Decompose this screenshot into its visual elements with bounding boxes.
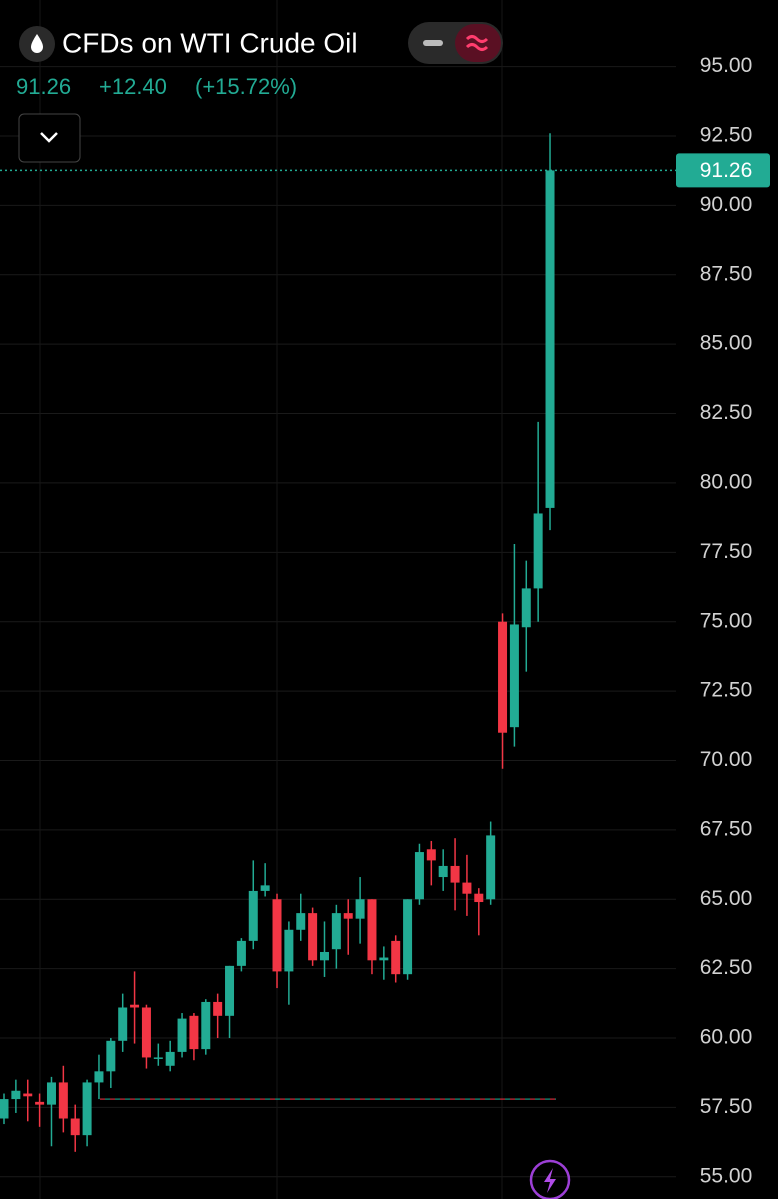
candle-body xyxy=(391,940,401,975)
candle-body xyxy=(509,624,519,728)
candle-body xyxy=(284,929,294,972)
y-tick-label: 85.00 xyxy=(700,332,753,355)
change-percent: (+15.72%) xyxy=(195,74,297,99)
candle-body xyxy=(23,1093,33,1097)
y-tick-label: 62.50 xyxy=(700,956,753,979)
lightning-button[interactable] xyxy=(529,1159,571,1199)
candle-body xyxy=(58,1082,68,1119)
candle-body xyxy=(165,1051,175,1066)
approx-icon xyxy=(465,35,489,51)
candle-body xyxy=(319,951,329,961)
candle-body xyxy=(533,513,543,589)
candle-body xyxy=(35,1101,45,1105)
candle-body xyxy=(355,899,365,919)
candle-body xyxy=(189,1015,199,1050)
y-tick-label: 65.00 xyxy=(700,887,753,910)
y-tick-label: 55.00 xyxy=(700,1164,753,1187)
y-tick-label: 72.50 xyxy=(700,679,753,702)
candle-body xyxy=(0,1099,9,1119)
y-tick-label: 77.50 xyxy=(700,540,753,563)
change: +12.40 xyxy=(99,74,167,99)
candle-body xyxy=(367,899,377,961)
candle-body xyxy=(118,1007,128,1041)
candle-body xyxy=(153,1057,163,1059)
candle-body xyxy=(46,1082,56,1105)
y-tick-label: 95.00 xyxy=(700,54,753,77)
chevron-icon xyxy=(40,132,58,143)
candles xyxy=(0,133,555,1152)
candle-body xyxy=(450,865,460,883)
candle-body xyxy=(260,885,270,891)
candle-body xyxy=(438,865,448,878)
candle-body xyxy=(498,621,508,733)
candle-body xyxy=(213,1001,223,1016)
y-tick-label: 67.50 xyxy=(700,817,753,840)
candle-body xyxy=(379,957,389,961)
y-tick-label: 60.00 xyxy=(700,1026,753,1049)
candle-body xyxy=(486,835,496,900)
candle-body xyxy=(141,1007,151,1058)
candle-body xyxy=(296,913,306,930)
collapse-button[interactable] xyxy=(18,113,81,163)
last-price-label: 91.26 xyxy=(700,159,753,182)
grid xyxy=(0,66,676,1178)
last-price: 91.26 xyxy=(16,74,71,99)
y-tick-label: 82.50 xyxy=(700,401,753,424)
overlay: 91.26 xyxy=(0,153,770,1100)
drop-icon xyxy=(31,34,43,53)
lightning-icon xyxy=(544,1168,556,1193)
y-tick-label: 87.50 xyxy=(700,262,753,285)
y-tick-label: 70.00 xyxy=(700,748,753,771)
candle-body xyxy=(177,1018,187,1052)
y-tick-label: 90.00 xyxy=(700,193,753,216)
candle-body xyxy=(414,852,424,900)
y-tick-label: 80.00 xyxy=(700,470,753,493)
last-price-badge xyxy=(676,153,770,188)
candle-body xyxy=(70,1118,80,1136)
candle-body xyxy=(308,913,318,961)
minus-icon xyxy=(423,40,443,46)
candle-body xyxy=(272,899,282,972)
candle-body xyxy=(130,1004,140,1008)
candle-body xyxy=(201,1001,211,1050)
candle-body xyxy=(521,588,531,628)
candle-body xyxy=(331,913,341,950)
symbol-title: CFDs on WTI Crude Oil xyxy=(62,27,358,58)
y-tick-label: 92.50 xyxy=(700,124,753,147)
candle-body xyxy=(106,1040,116,1072)
candle-body xyxy=(403,899,413,975)
candle-body xyxy=(236,940,246,966)
candle-body xyxy=(82,1082,92,1136)
candle-body xyxy=(225,965,235,1016)
candle-body xyxy=(474,893,484,903)
candle-body xyxy=(426,849,436,861)
candle-body xyxy=(248,890,258,941)
toggle-active[interactable] xyxy=(455,24,501,62)
candle-body xyxy=(462,882,472,894)
candle-body xyxy=(94,1071,104,1083)
candle-body xyxy=(11,1090,21,1100)
y-tick-label: 57.50 xyxy=(700,1095,753,1118)
y-tick-label: 75.00 xyxy=(700,609,753,632)
candle-body xyxy=(545,170,555,508)
candle-body xyxy=(343,913,353,919)
